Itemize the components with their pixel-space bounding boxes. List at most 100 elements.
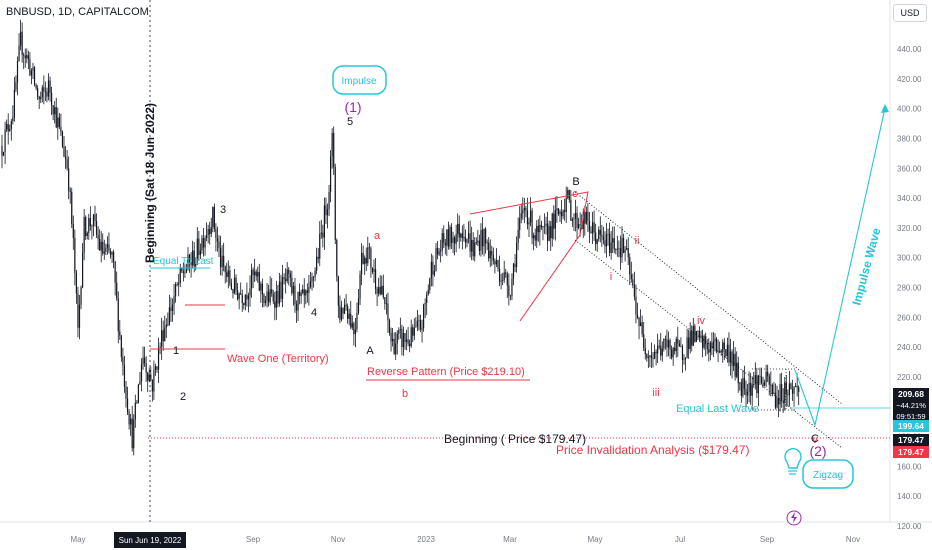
candle-body — [175, 284, 177, 297]
candle-body — [151, 380, 153, 392]
candle-body — [198, 238, 200, 255]
wave-v-label: v — [812, 434, 818, 446]
crosshair-date-label: Sun Jun 19, 2022 — [114, 532, 186, 548]
candle-body — [94, 214, 96, 221]
candle-body — [733, 353, 735, 367]
candle-body — [739, 382, 741, 384]
candle-body — [793, 386, 795, 394]
candle-body — [798, 387, 800, 393]
currency-button[interactable]: USD — [893, 4, 927, 22]
candle-body — [537, 225, 539, 233]
y-tick-label: 360.00 — [897, 164, 922, 173]
candle-body — [85, 217, 87, 237]
candlestick-series — [1, 19, 800, 456]
candle-body — [621, 237, 623, 258]
candle-body — [762, 382, 764, 386]
wave-2-label: 2 — [180, 391, 186, 403]
wave-5-label: 5 — [347, 116, 353, 128]
candle-body — [698, 331, 701, 338]
candle-body — [260, 283, 262, 291]
candle-body — [647, 356, 649, 358]
candle-body — [41, 87, 43, 97]
candle-body — [336, 240, 338, 277]
candle-body — [757, 375, 759, 394]
candle-body — [410, 327, 412, 347]
candle-body — [609, 233, 611, 253]
svg-text:Impulse: Impulse — [341, 76, 376, 87]
candle-body — [576, 212, 578, 228]
candle-body — [218, 241, 220, 249]
y-tick-label: 420.00 — [897, 75, 922, 84]
candle-body — [376, 288, 378, 294]
candle-body — [536, 225, 538, 241]
candle-body — [495, 260, 498, 265]
candle-body — [650, 355, 653, 359]
candle-body — [582, 212, 584, 230]
candle-body — [714, 338, 716, 342]
candle-body — [176, 284, 178, 286]
candle-body — [210, 226, 212, 235]
candle-body — [674, 347, 676, 352]
candle-body — [286, 269, 288, 282]
candle-body — [474, 242, 476, 257]
candle-body — [635, 296, 637, 315]
y-tick-label: 400.00 — [897, 105, 922, 114]
candle-body — [788, 383, 790, 396]
candle-body — [559, 211, 561, 214]
candle-body — [247, 295, 250, 300]
x-tick-label: Sep — [246, 535, 261, 544]
candle-body — [731, 351, 733, 367]
x-tick-label: May — [70, 535, 85, 544]
candle-body — [584, 212, 586, 224]
candle-body — [613, 238, 615, 250]
y-tick-label: 380.00 — [897, 134, 922, 143]
candle-body — [6, 124, 8, 130]
candle-body — [340, 307, 343, 320]
candle-body — [407, 339, 409, 344]
candle-body — [540, 224, 542, 228]
x-tick-label: May — [587, 535, 602, 544]
candle-body — [689, 331, 691, 350]
candle-body — [543, 225, 546, 227]
candle-body — [464, 237, 467, 243]
candle-body — [599, 229, 601, 235]
candle-body — [184, 272, 186, 274]
candle-body — [331, 133, 333, 157]
candle-body — [312, 276, 315, 278]
candle-body — [136, 402, 138, 404]
candle-body — [782, 400, 784, 403]
candle-body — [292, 285, 294, 294]
wave-iv-label: iv — [697, 315, 705, 327]
wave-3-label: 3 — [220, 204, 226, 216]
candle-body — [612, 238, 614, 243]
candle-body — [54, 107, 56, 115]
candle-body — [390, 332, 392, 342]
candle-body — [134, 402, 136, 420]
lightning-icon[interactable] — [786, 510, 802, 526]
candle-body — [596, 239, 598, 245]
candle-body — [773, 392, 775, 395]
x-tick-label: Sep — [760, 535, 775, 544]
candle-body — [224, 266, 226, 273]
candle-body — [401, 329, 403, 348]
wave-4-label: 4 — [311, 307, 317, 319]
candle-body — [385, 303, 387, 305]
wave-1-major-label: (1) — [344, 99, 361, 115]
candle-body — [119, 331, 121, 336]
price-label-box — [893, 434, 929, 446]
candle-body — [432, 261, 434, 275]
candle-body — [126, 398, 129, 413]
candle-body — [545, 223, 547, 226]
candle-body — [75, 272, 77, 294]
candle-body — [297, 291, 299, 311]
impulse-wave-label: Impulse Wave — [849, 226, 883, 307]
candle-body — [33, 67, 36, 85]
candle-body — [430, 261, 432, 279]
y-tick-label: 280.00 — [897, 284, 922, 293]
candle-body — [258, 272, 260, 291]
candle-body — [697, 331, 699, 332]
candle-body — [570, 199, 572, 221]
x-tick-label: Nov — [846, 535, 860, 544]
candle-body — [771, 384, 773, 395]
